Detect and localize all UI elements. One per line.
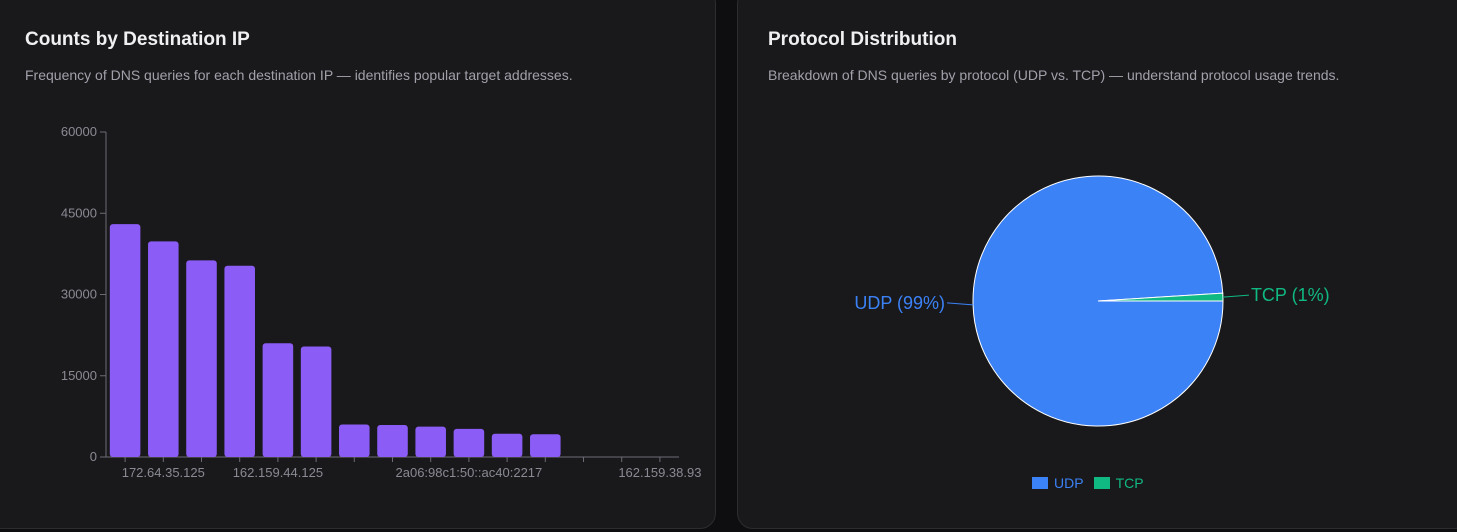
legend-label: UDP (1054, 475, 1084, 491)
legend-item-udp[interactable]: UDP (1032, 475, 1084, 491)
protocol-card: Protocol Distribution Breakdown of DNS q… (737, 0, 1457, 529)
protocol-subtitle: Breakdown of DNS queries by protocol (UD… (768, 67, 1340, 83)
bar[interactable] (377, 425, 408, 457)
bar[interactable] (491, 433, 523, 457)
y-tick-label: 15000 (61, 368, 97, 383)
bar[interactable] (415, 426, 446, 457)
bar[interactable] (300, 346, 332, 458)
legend-item-tcp[interactable]: TCP (1093, 475, 1144, 491)
protocol-title: Protocol Distribution (768, 29, 957, 50)
bar[interactable] (186, 260, 217, 457)
x-tick-label: 172.64.35.125 (122, 465, 205, 480)
legend-swatch (1093, 477, 1110, 489)
y-tick-label: 60000 (61, 124, 97, 139)
destination-ip-card: Counts by Destination IP Frequency of DN… (0, 0, 716, 529)
pie-slice-label: TCP (1%) (1251, 285, 1330, 305)
pie-slice-tcp[interactable] (1097, 292, 1224, 302)
pie-slice-label: UDP (99%) (854, 293, 945, 313)
bar[interactable] (530, 434, 561, 457)
destination-ip-title: Counts by Destination IP (25, 29, 250, 50)
destination-ip-subtitle: Frequency of DNS queries for each destin… (25, 67, 573, 83)
destination-ip-bar-chart: 0 15000 30000 45000 60000 172.64.35.125 162.15… (61, 124, 702, 480)
legend-swatch (1032, 477, 1048, 489)
legend-label: TCP (1115, 475, 1144, 491)
y-tick-label: 45000 (61, 205, 97, 220)
bar[interactable] (453, 428, 485, 457)
bar[interactable] (148, 241, 179, 457)
bar[interactable] (224, 265, 255, 457)
protocol-legend: UDP TCP (1032, 475, 1148, 491)
y-tick-label: 0 (90, 449, 97, 464)
pie-label-leader (947, 302, 974, 306)
bar[interactable] (339, 424, 370, 458)
bar[interactable] (109, 224, 141, 457)
x-tick-label: 162.159.44.125 (233, 465, 323, 480)
y-tick-label: 30000 (61, 287, 97, 302)
protocol-pie-chart: UDP (99%) TCP (1%) (854, 175, 1330, 427)
x-tick-label: 2a06:98c1:50::ac40:2217 (396, 465, 543, 480)
pie-label-leader (1222, 294, 1249, 298)
x-tick-label: 162.159.38.93 (618, 465, 701, 480)
bar[interactable] (262, 343, 294, 457)
